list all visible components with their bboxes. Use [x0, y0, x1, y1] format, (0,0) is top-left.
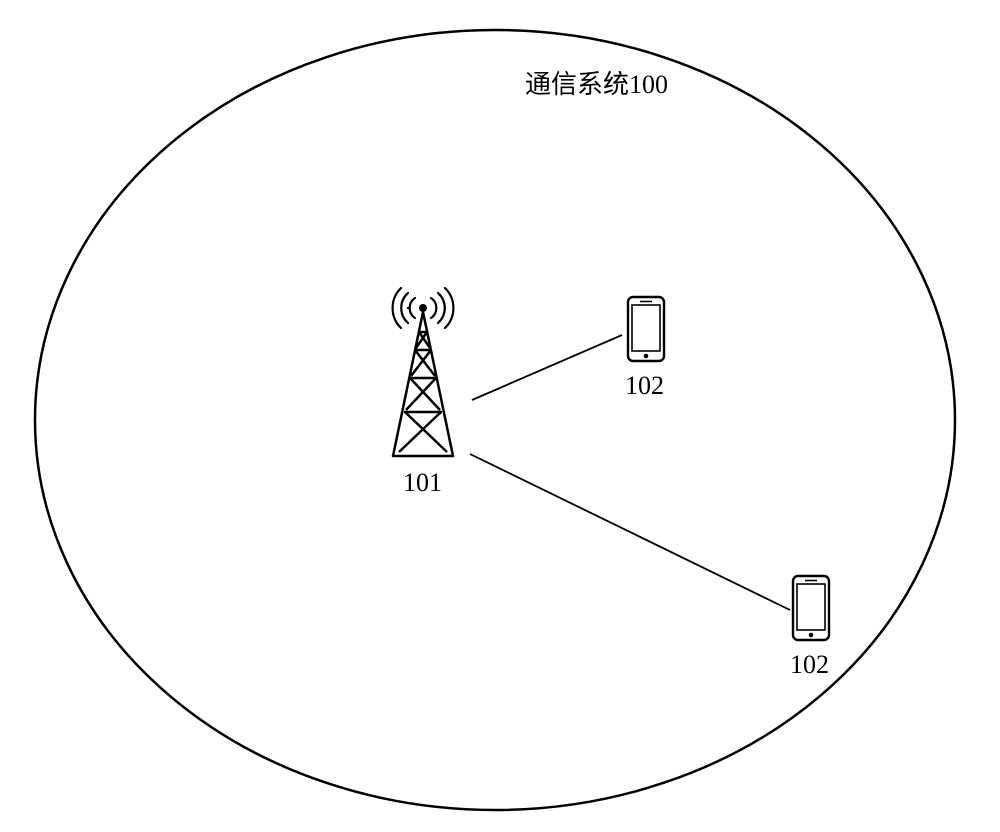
phone-icon [628, 297, 664, 361]
node-label-phone2: 102 [790, 650, 829, 680]
base-station-icon [393, 288, 454, 456]
link-tower-phone1 [472, 335, 622, 400]
diagram-title: 通信系统100 [525, 64, 668, 101]
link-tower-phone2 [470, 454, 790, 610]
diagram-canvas [0, 0, 1000, 832]
phone-icon [793, 576, 829, 640]
coverage-ellipse [35, 30, 955, 810]
node-label-phone1: 102 [625, 371, 664, 401]
node-label-tower: 101 [403, 468, 442, 498]
